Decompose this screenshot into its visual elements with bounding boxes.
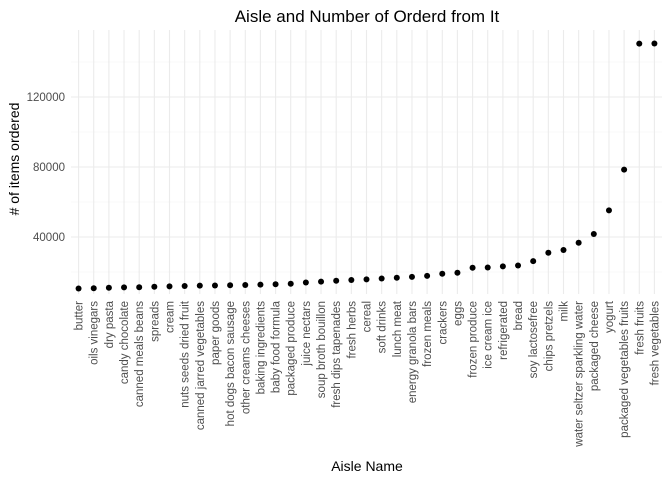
data-points — [75, 40, 658, 292]
data-point — [302, 279, 309, 286]
data-point — [454, 269, 461, 276]
x-tick-label: nuts seeds dried fruit — [180, 300, 192, 408]
x-tick-label: other creams cheeses — [240, 301, 252, 414]
data-point — [575, 239, 582, 246]
x-tick-label: canned meals beans — [134, 301, 146, 407]
major-gridlines — [71, 30, 662, 294]
x-tick-label: oils vinegars — [89, 301, 101, 365]
x-tick-label: eggs — [452, 301, 464, 326]
x-tick-label: fresh fruits — [634, 301, 646, 355]
x-tick-label: chips pretzels — [543, 301, 555, 372]
x-tick-label: cereal — [362, 301, 374, 332]
data-point — [257, 281, 264, 288]
data-point — [333, 277, 340, 284]
x-tick-label: hot dogs bacon sausage — [225, 301, 237, 426]
data-point — [484, 264, 491, 271]
data-point — [242, 281, 249, 288]
x-tick-label: paper goods — [210, 301, 222, 365]
x-tick-label: fresh vegetables — [649, 301, 661, 386]
x-tick-label: dry pasta — [104, 300, 116, 348]
data-point — [651, 40, 658, 47]
x-tick-label: butter — [74, 301, 86, 331]
chart-title: Aisle and Number of Orderd from It — [235, 7, 500, 26]
data-point — [439, 270, 446, 277]
data-point — [105, 284, 112, 291]
data-point — [181, 283, 188, 289]
data-point — [621, 166, 628, 173]
data-point — [515, 262, 522, 269]
x-tick-label: lunch meat — [392, 300, 404, 357]
data-point — [211, 282, 218, 289]
x-tick-label: frozen produce — [468, 301, 480, 378]
data-point — [90, 285, 97, 292]
x-tick-label: soy lactosefree — [528, 301, 540, 378]
data-point — [75, 285, 82, 292]
data-point — [196, 282, 203, 289]
data-point — [605, 207, 612, 214]
x-axis-ticks: butter oils vinegars dry pasta candy chocol… — [74, 300, 662, 448]
x-tick-label: spreads — [149, 301, 161, 342]
data-point — [378, 275, 385, 282]
x-tick-label: frozen meals — [422, 301, 434, 367]
x-tick-label: soft drinks — [377, 301, 389, 354]
x-tick-label: baby food formula — [271, 300, 283, 393]
x-tick-label: juice nectars — [301, 301, 313, 367]
data-point — [227, 282, 234, 289]
x-tick-label: energy granola bars — [407, 301, 419, 404]
y-axis-title: # of items ordered — [6, 103, 22, 216]
data-point — [348, 277, 355, 284]
y-tick-label: 80000 — [33, 162, 65, 174]
y-tick-label: 120000 — [27, 92, 65, 104]
data-point — [318, 278, 325, 285]
x-tick-label: crackers — [437, 301, 449, 345]
data-point — [545, 249, 552, 256]
data-point — [363, 276, 370, 283]
x-tick-label: ice cream ice — [483, 301, 495, 369]
x-tick-label: candy chocolate — [119, 301, 131, 384]
data-point — [393, 274, 400, 281]
data-point — [469, 264, 476, 271]
data-point — [590, 231, 597, 238]
x-tick-label: soup broth bouillon — [316, 301, 328, 398]
data-point — [166, 283, 173, 290]
data-point — [636, 40, 643, 47]
x-tick-label: packaged vegetables fruits — [619, 301, 631, 438]
x-tick-label: refrigerated — [498, 301, 510, 360]
data-point — [560, 246, 567, 253]
x-tick-label: baking ingredients — [255, 301, 267, 395]
y-axis-ticks: 40000 80000 120000 — [27, 92, 65, 244]
x-tick-label: bread — [513, 301, 525, 330]
x-tick-label: yogurt — [604, 300, 616, 333]
x-tick-label: fresh herbs — [346, 301, 358, 359]
data-point — [530, 258, 537, 265]
data-point — [408, 273, 415, 280]
data-point — [272, 281, 279, 288]
x-tick-label: packaged cheese — [589, 301, 601, 391]
x-axis-title: Aisle Name — [331, 458, 403, 474]
y-tick-label: 40000 — [33, 232, 65, 244]
data-point — [121, 284, 128, 291]
data-point — [499, 263, 506, 270]
x-tick-label: packaged produce — [286, 301, 298, 396]
data-point — [287, 280, 294, 287]
data-point — [151, 283, 158, 290]
data-point — [424, 272, 431, 279]
data-point — [136, 284, 143, 291]
x-tick-label: fresh dips tapenades — [331, 301, 343, 408]
x-tick-label: water seltzer sparkling water — [574, 301, 586, 448]
x-tick-label: cream — [165, 301, 177, 333]
x-tick-label: milk — [559, 301, 571, 322]
x-tick-label: canned jarred vegetables — [195, 301, 207, 430]
